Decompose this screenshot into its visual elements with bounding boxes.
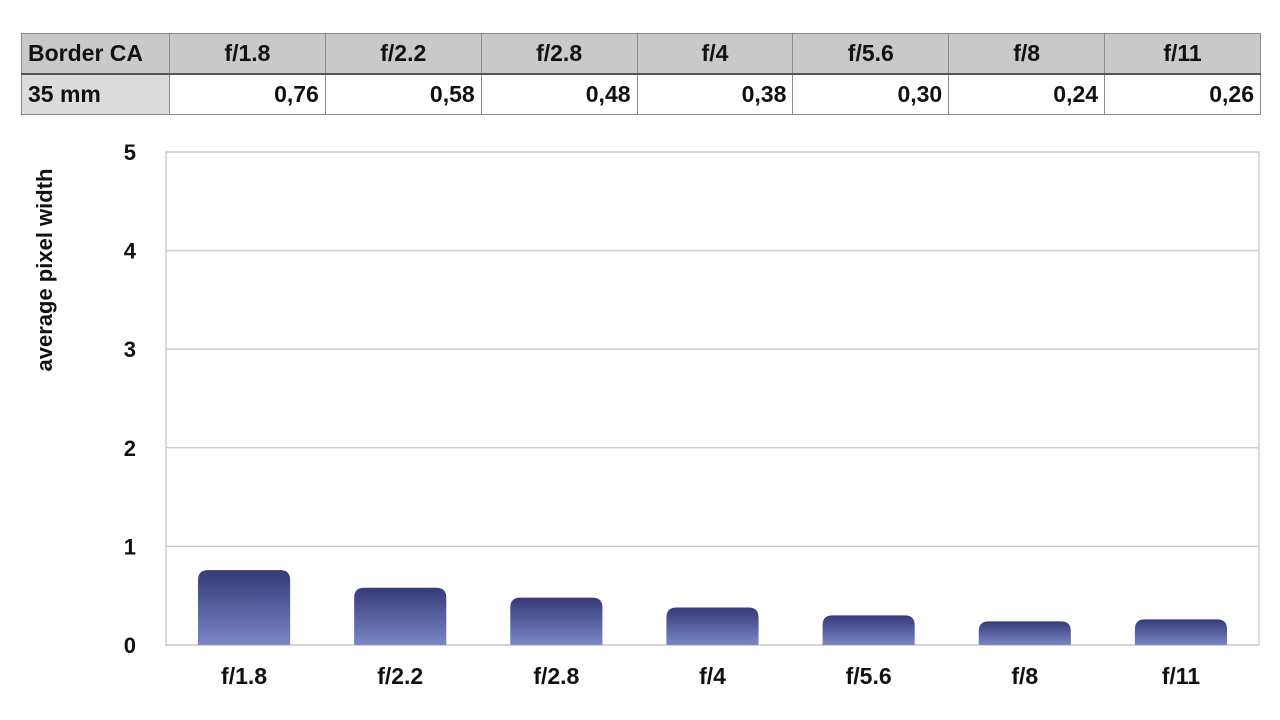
table-row-label: 35 mm — [21, 73, 170, 115]
x-tick-label: f/2.2 — [377, 663, 423, 689]
table-value-cell: 0,26 — [1104, 73, 1261, 115]
table-header-cell: f/5.6 — [792, 33, 950, 75]
table-value-cell: 0,30 — [792, 73, 950, 115]
table-header-cell: f/11 — [1104, 33, 1261, 75]
table-row: 35 mm 0,76 0,58 0,48 0,38 0,30 0,24 0,26 — [21, 73, 1261, 115]
bar — [1134, 619, 1227, 645]
y-tick-label: 1 — [124, 534, 136, 559]
bars — [198, 570, 1227, 645]
x-tick-label: f/2.8 — [533, 663, 579, 689]
y-axis-title: average pixel width — [32, 169, 57, 372]
bar — [354, 587, 447, 645]
table-value-cell: 0,76 — [169, 73, 326, 115]
border-ca-table: Border CA f/1.8 f/2.2 f/2.8 f/4 f/5.6 f/… — [21, 33, 1261, 115]
x-tick-label: f/11 — [1162, 663, 1201, 689]
bar — [198, 570, 291, 645]
table-header-cell: f/4 — [636, 33, 794, 75]
y-axis-ticks: 0 1 2 3 4 5 — [124, 140, 137, 658]
x-axis-ticks: f/1.8 f/2.2 f/2.8 f/4 f/5.6 f/8 f/11 — [221, 663, 1200, 689]
table-value-cell: 0,58 — [324, 73, 482, 115]
x-tick-label: f/1.8 — [221, 663, 267, 689]
bar — [510, 597, 603, 645]
bar-chart: 0 1 2 3 4 5 f/1.8 f/2.2 f/2.8 f/4 f/5.6 f/8 f/11 av… — [32, 140, 1260, 689]
bar — [666, 607, 759, 645]
table-header-cell: f/1.8 — [169, 33, 326, 75]
y-tick-label: 2 — [124, 436, 136, 461]
table-value-cell: 0,38 — [636, 73, 794, 115]
bar — [822, 615, 915, 645]
table-header-row: Border CA f/1.8 f/2.2 f/2.8 f/4 f/5.6 f/… — [21, 33, 1261, 75]
x-tick-label: f/5.6 — [846, 663, 892, 689]
y-tick-label: 3 — [124, 337, 136, 362]
table-value-cell: 0,48 — [480, 73, 638, 115]
gridlines — [166, 151, 1259, 646]
plot-area — [165, 151, 1260, 646]
y-tick-label: 5 — [124, 140, 136, 165]
bar — [978, 621, 1071, 645]
table-corner-label: Border CA — [21, 33, 170, 75]
y-tick-label: 4 — [124, 239, 137, 264]
x-tick-label: f/4 — [699, 663, 726, 689]
x-tick-label: f/8 — [1011, 663, 1038, 689]
table-header-cell: f/2.2 — [324, 33, 482, 75]
table-header-cell: f/8 — [948, 33, 1106, 75]
y-tick-label: 0 — [124, 633, 136, 658]
table-value-cell: 0,24 — [948, 73, 1106, 115]
table-header-cell: f/2.8 — [480, 33, 638, 75]
